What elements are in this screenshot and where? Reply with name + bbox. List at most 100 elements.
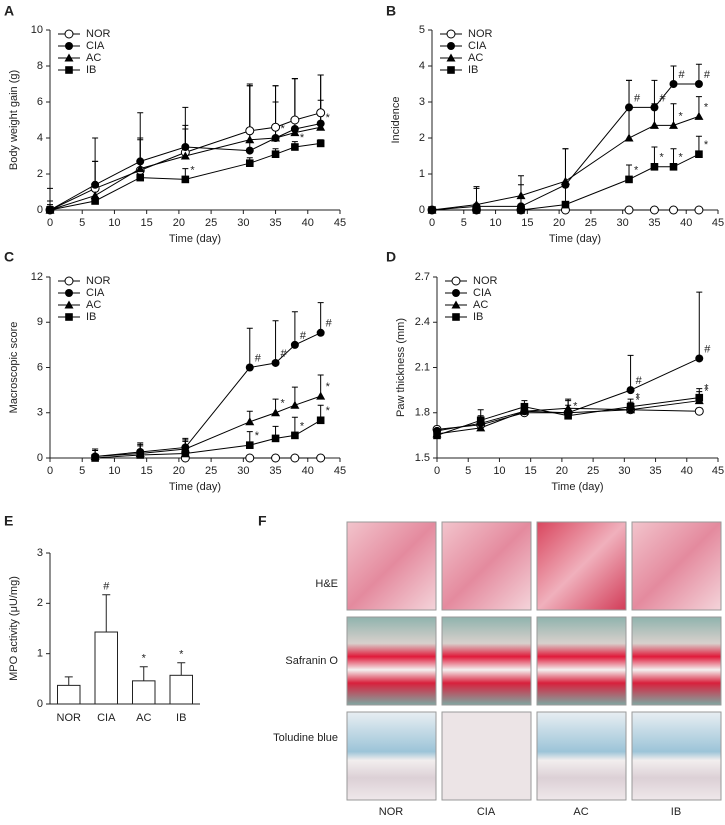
y-tick-label: 2.4 [415, 316, 430, 328]
legend-marker [64, 300, 74, 309]
significance-label: * [704, 139, 709, 151]
legend-marker [451, 300, 461, 309]
column-label: IB [671, 806, 681, 818]
error-bar [272, 101, 279, 138]
significance-label: # [326, 318, 333, 330]
y-axis-label: Body weight gain (g) [8, 70, 20, 170]
x-tick-label: 25 [205, 217, 217, 229]
marker [245, 135, 255, 144]
x-axis-label: Time (day) [551, 481, 603, 493]
column-label: NOR [379, 806, 404, 818]
y-tick-label: 3 [419, 96, 425, 108]
legend-marker [446, 29, 456, 39]
marker [669, 205, 679, 215]
error-bar [317, 302, 324, 333]
x-tick-label: 20 [173, 217, 185, 229]
y-tick-label: 0 [37, 698, 43, 710]
y-tick-label: 4 [37, 132, 43, 144]
marker [694, 111, 704, 120]
legend-label: IB [473, 311, 483, 323]
significance-label: * [704, 386, 709, 398]
x-tick-label: 25 [587, 465, 599, 477]
marker [649, 120, 659, 129]
marker [90, 191, 100, 200]
y-tick-label: 2 [37, 168, 43, 180]
error-bar [102, 594, 111, 633]
significance-label: * [679, 152, 684, 164]
significance-label: * [142, 653, 147, 665]
x-tick-label: 15 [525, 465, 537, 477]
x-tick-label: 20 [553, 217, 565, 229]
y-tick-label: 2.7 [415, 271, 430, 283]
significance-label: * [704, 383, 709, 395]
significance-label: # [659, 92, 666, 104]
y-axis-label: MPO activity (μU/mg) [8, 576, 20, 681]
photo [631, 711, 722, 801]
error-bar [696, 291, 703, 359]
marker [290, 400, 300, 409]
x-tick-label: 40 [302, 217, 314, 229]
y-tick-label: 1.5 [415, 452, 430, 464]
legend-label: CIA [86, 287, 105, 299]
significance-label: # [679, 69, 686, 81]
y-tick-label: 6 [37, 361, 43, 373]
significance-label: * [190, 164, 195, 176]
series-line [436, 400, 700, 435]
y-tick-label: 5 [419, 24, 425, 36]
row-label: Toludine blue [273, 732, 338, 744]
significance-label: # [103, 581, 110, 593]
marker [245, 453, 255, 463]
bar [94, 631, 118, 705]
photo [441, 616, 532, 706]
significance-label: * [300, 132, 305, 144]
significance-label: * [179, 649, 184, 661]
column-label: AC [573, 806, 588, 818]
legend-label: IB [86, 311, 96, 323]
y-tick-label: 9 [37, 316, 43, 328]
significance-label: * [281, 123, 286, 135]
series-line [95, 332, 321, 457]
x-tick-label: 10 [489, 217, 501, 229]
legend-marker [64, 276, 74, 286]
x-tick-label: 5 [465, 465, 471, 477]
marker [271, 453, 281, 463]
x-tick-label: 0 [434, 465, 440, 477]
marker [428, 206, 436, 214]
marker [245, 441, 254, 449]
marker [316, 139, 325, 148]
y-tick-label: 6 [37, 96, 43, 108]
marker [625, 103, 634, 112]
y-axis-label: Macroscopic score [8, 322, 20, 414]
marker [695, 393, 704, 402]
marker [669, 80, 678, 88]
panel-label: E [4, 513, 13, 529]
error-bar [139, 666, 148, 681]
photo [536, 711, 627, 801]
marker [180, 151, 190, 160]
marker [560, 176, 570, 185]
error-bar [64, 676, 73, 686]
bar [57, 684, 81, 705]
marker [520, 402, 529, 411]
y-tick-label: 12 [31, 271, 43, 283]
significance-label: # [255, 352, 262, 364]
marker [316, 391, 326, 400]
x-tick-label: 30 [617, 217, 629, 229]
marker [91, 180, 100, 189]
x-tick-label: 40 [681, 465, 693, 477]
error-bar [272, 320, 279, 363]
legend-marker [65, 289, 73, 297]
x-tick-label: AC [136, 712, 151, 724]
x-tick-label: 25 [585, 217, 597, 229]
error-bar [291, 311, 298, 345]
x-tick-label: 5 [79, 465, 85, 477]
marker [290, 115, 300, 125]
marker [316, 416, 325, 425]
significance-label: # [704, 343, 711, 355]
marker [290, 340, 299, 349]
error-bar [177, 662, 186, 676]
marker [91, 454, 99, 462]
column-label: CIA [477, 806, 496, 818]
legend-label: AC [468, 52, 483, 64]
panel-label: D [386, 249, 396, 265]
